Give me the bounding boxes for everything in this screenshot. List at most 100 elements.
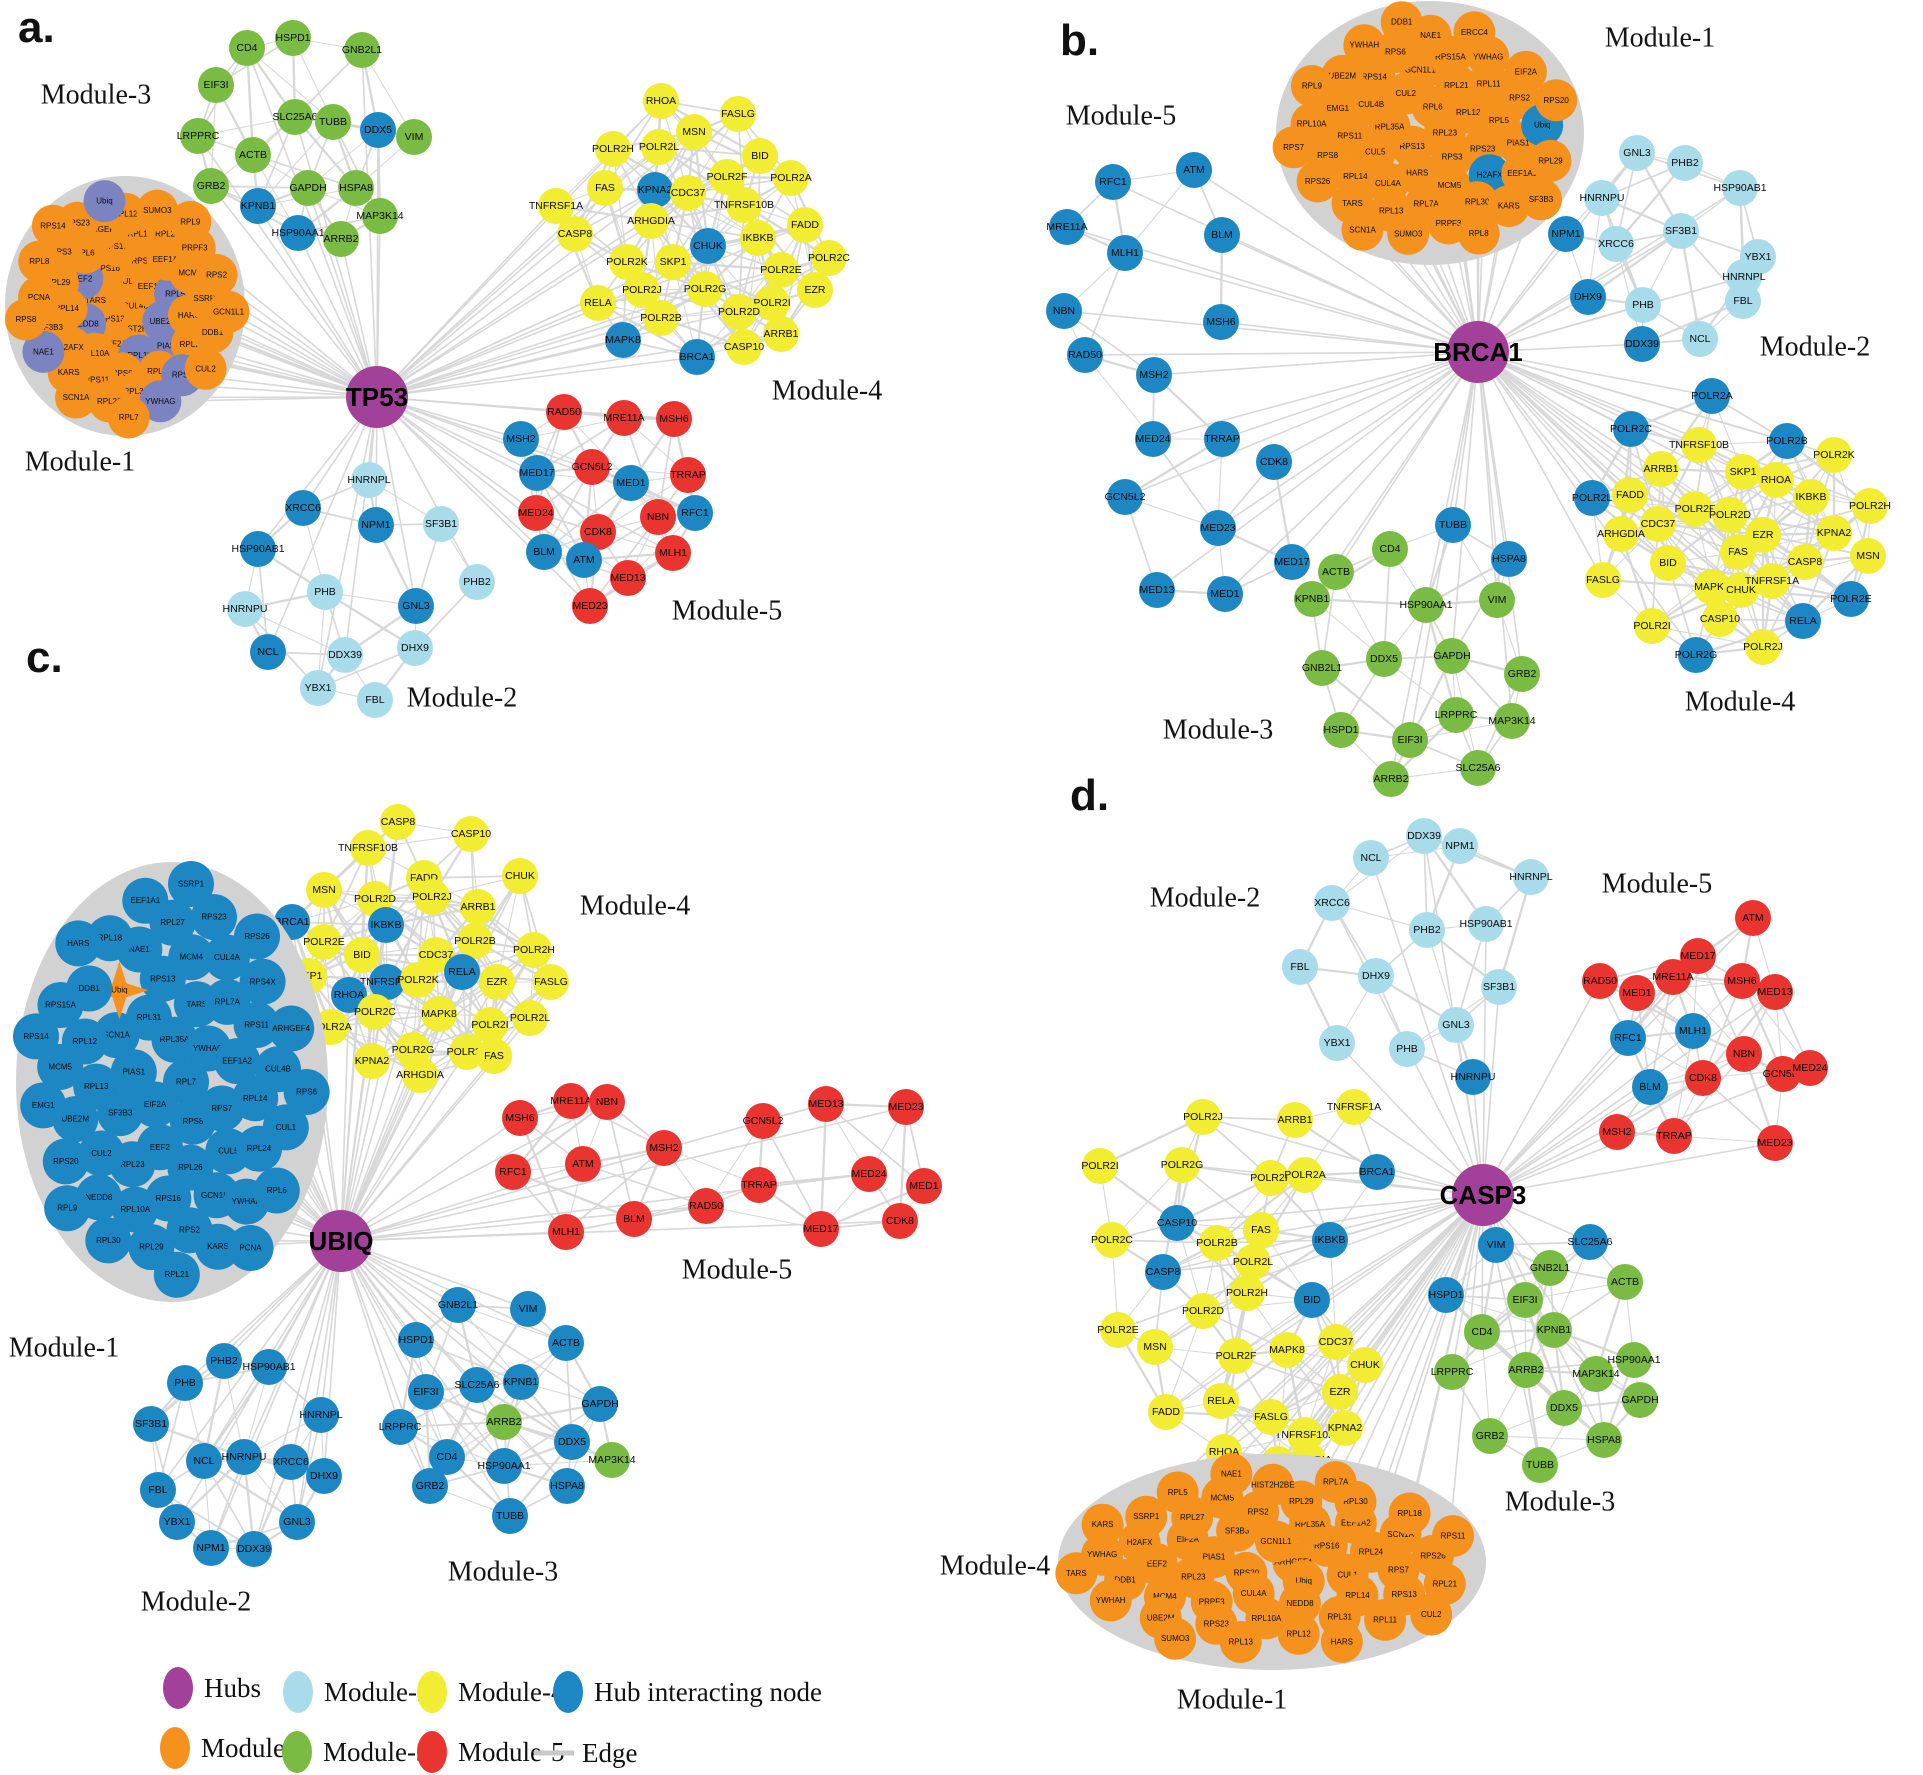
node-POLR2C[interactable]	[357, 994, 393, 1030]
node-MED13[interactable]	[1139, 572, 1175, 608]
node-POLR2B[interactable]	[1769, 423, 1805, 459]
node-CASP10[interactable]	[1702, 601, 1738, 637]
node-RPL13[interactable]	[1219, 1621, 1262, 1663]
node-RPS26[interactable]	[1296, 160, 1339, 203]
node-SCN1A[interactable]	[1341, 208, 1384, 251]
node-ARRB1[interactable]	[1277, 1102, 1313, 1138]
node-HNRNPL[interactable]	[303, 1397, 339, 1433]
node-FAS[interactable]	[476, 1038, 512, 1074]
node-FBL[interactable]	[1282, 949, 1318, 985]
node-RELA[interactable]	[444, 954, 480, 990]
node-DDX5[interactable]	[1546, 1390, 1582, 1426]
node-GRB2[interactable]	[193, 168, 229, 204]
node-BLM[interactable]	[616, 1201, 652, 1237]
node-BID[interactable]	[742, 138, 778, 174]
node-BID[interactable]	[1294, 1282, 1330, 1318]
node-MED17[interactable]	[519, 455, 555, 491]
node-RPL9[interactable]	[44, 1185, 91, 1232]
node-DDX39[interactable]	[1624, 326, 1660, 362]
node-KPNA2[interactable]	[1327, 1410, 1363, 1446]
node-SF3B1[interactable]	[423, 506, 459, 542]
node-GAPDH[interactable]	[1434, 638, 1470, 674]
node-PHB2[interactable]	[1409, 912, 1445, 948]
node-HSP90AA1[interactable]	[1408, 587, 1444, 623]
node-GNB2L1[interactable]	[1304, 650, 1340, 686]
node-GCN5L2[interactable]	[1107, 479, 1143, 515]
node-RFC1[interactable]	[1095, 164, 1131, 200]
node-RHOA[interactable]	[643, 83, 679, 119]
node-SKP1[interactable]	[1725, 454, 1761, 490]
node-MSN[interactable]	[676, 114, 712, 150]
node-RPL18[interactable]	[1388, 1492, 1431, 1535]
node-POLR2H[interactable]	[516, 932, 552, 968]
node-RPL5[interactable]	[1156, 1471, 1199, 1514]
node-PIAS1[interactable]	[110, 1049, 157, 1096]
node-RAD50[interactable]	[1067, 337, 1103, 373]
node-CDK8[interactable]	[580, 514, 616, 550]
node-XRCC6[interactable]	[1314, 885, 1350, 921]
node-POLR2K[interactable]	[400, 962, 436, 998]
node-CASP10[interactable]	[1159, 1205, 1195, 1241]
node-FAS[interactable]	[1243, 1212, 1279, 1248]
node-RFC1[interactable]	[1610, 1020, 1646, 1056]
node-HSPA8[interactable]	[1586, 1422, 1622, 1458]
node-GAPDH[interactable]	[290, 170, 326, 206]
node-POLR2I[interactable]	[1082, 1148, 1118, 1184]
node-RPS11[interactable]	[233, 1002, 280, 1048]
node-FADD[interactable]	[787, 207, 823, 243]
node-POLR2H[interactable]	[1229, 1275, 1265, 1311]
node-POLR2K[interactable]	[1253, 1160, 1289, 1196]
node-RAD50[interactable]	[688, 1188, 724, 1224]
node-CD4[interactable]	[429, 1439, 465, 1475]
node-RPS20[interactable]	[1535, 79, 1578, 122]
node-RELA[interactable]	[580, 285, 616, 321]
node-CDC37[interactable]	[670, 175, 706, 211]
node-TUBB[interactable]	[492, 1498, 528, 1534]
node-RPS14[interactable]	[13, 1013, 59, 1060]
node-TNFRSF10B[interactable]	[726, 187, 762, 223]
node-XRCC6[interactable]	[273, 1444, 309, 1480]
node-ACTB[interactable]	[1607, 1264, 1643, 1300]
node-POLR2E[interactable]	[1100, 1312, 1136, 1348]
node-RHOA[interactable]	[331, 977, 367, 1013]
node-ATM[interactable]	[1176, 152, 1212, 188]
node-EZR[interactable]	[1322, 1374, 1358, 1410]
node-YWHAG[interactable]	[139, 380, 182, 423]
node-POLR2F[interactable]	[1677, 491, 1713, 527]
node-SUMO3[interactable]	[1154, 1617, 1197, 1660]
node-IKBKB[interactable]	[740, 220, 776, 256]
node-BLM[interactable]	[1632, 1069, 1668, 1105]
node-RPS20[interactable]	[42, 1138, 89, 1185]
node-BID[interactable]	[1650, 545, 1686, 581]
node-NCL[interactable]	[186, 1443, 222, 1479]
node-CDC37[interactable]	[418, 937, 454, 973]
node-TRRAP[interactable]	[741, 1167, 777, 1203]
node-CHUK[interactable]	[1723, 572, 1759, 608]
node-HSPD1[interactable]	[275, 20, 311, 56]
node-FASLG[interactable]	[1585, 562, 1621, 598]
node-POLR2J[interactable]	[624, 272, 660, 308]
node-KARS[interactable]	[195, 1223, 241, 1270]
node-TNFRSF1A[interactable]	[1336, 1089, 1372, 1125]
node-CUL2[interactable]	[78, 1130, 125, 1177]
node-HNRNPU[interactable]	[1584, 180, 1620, 216]
node-FASLG[interactable]	[1253, 1399, 1289, 1435]
node-MAPK8[interactable]	[421, 996, 457, 1032]
node-DDX5[interactable]	[1366, 641, 1402, 677]
node-POLR2G[interactable]	[1164, 1147, 1200, 1183]
node-KPNB1[interactable]	[240, 188, 276, 224]
node-KARS[interactable]	[1081, 1503, 1124, 1546]
node-GNB2L1[interactable]	[1532, 1250, 1568, 1286]
node-HNRNPU[interactable]	[227, 591, 263, 627]
node-MRE11A[interactable]	[606, 400, 642, 436]
node-POLR2L[interactable]	[641, 129, 677, 165]
node-DHX9[interactable]	[1358, 958, 1394, 994]
node-CDC37[interactable]	[1640, 506, 1676, 542]
node-RELA[interactable]	[1203, 1383, 1239, 1419]
node-NPM1[interactable]	[1548, 216, 1584, 252]
node-Ubiq-star-icon[interactable]	[90, 961, 149, 1020]
node-RPS26[interactable]	[234, 913, 280, 960]
node-BID[interactable]	[344, 937, 380, 973]
node-RPL10A[interactable]	[112, 1186, 159, 1233]
node-GRB2[interactable]	[1504, 656, 1540, 692]
